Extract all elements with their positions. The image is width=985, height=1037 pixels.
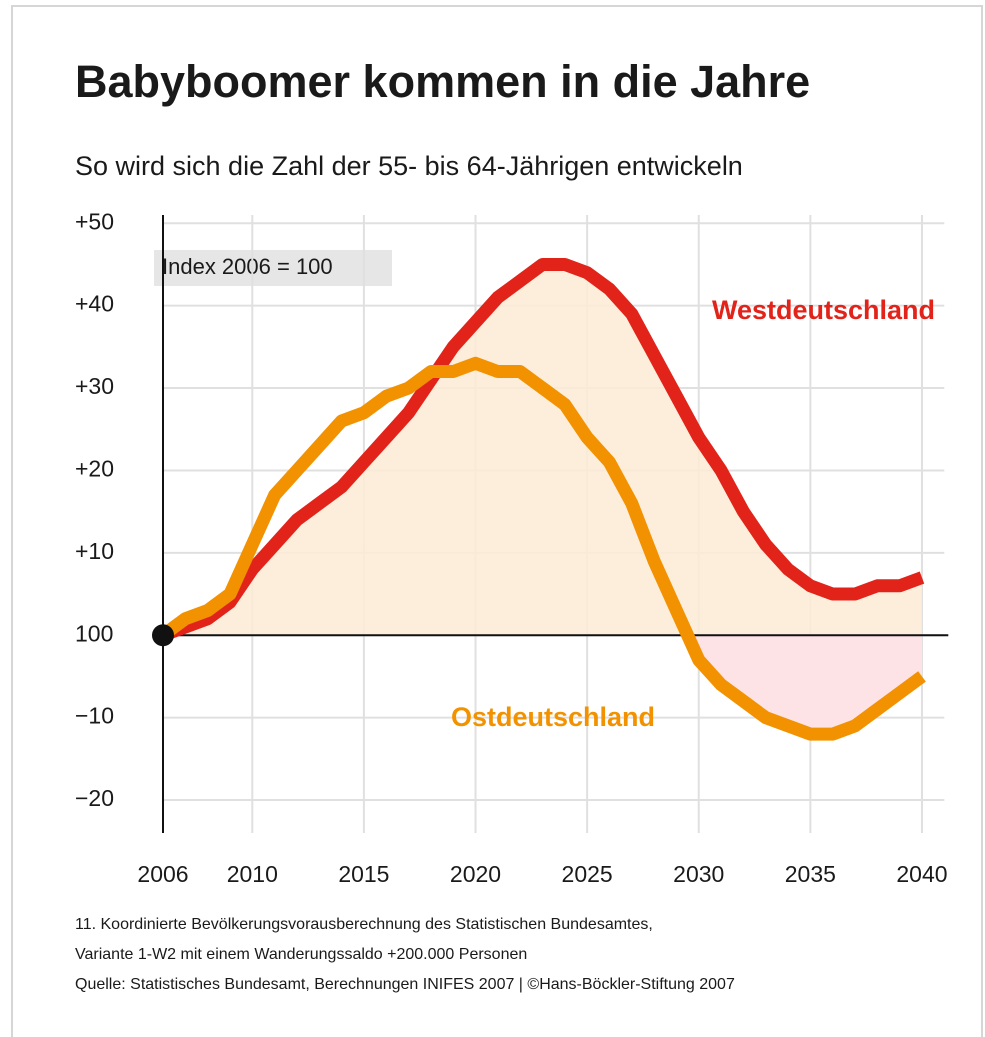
footnote: Variante 1-W2 mit einem Wanderungssaldo … <box>75 946 527 963</box>
x-tick-label: 2006 <box>137 861 188 887</box>
y-tick-label: +20 <box>75 456 114 482</box>
y-tick-label: +10 <box>75 538 114 564</box>
y-tick-label: +30 <box>75 373 114 399</box>
frame <box>11 5 983 1037</box>
x-tick-label: 2010 <box>227 861 278 887</box>
y-tick-label: +50 <box>75 208 114 234</box>
legend-label: Ostdeutschland <box>451 702 655 732</box>
footnote: 11. Koordinierte Bevölkerungsvorausberec… <box>75 916 653 933</box>
x-tick-label: 2025 <box>562 861 613 887</box>
annotation-box <box>154 250 392 286</box>
y-tick-label: −20 <box>75 785 114 811</box>
annotation: Index 2006 = 100 <box>162 254 333 279</box>
x-tick-label: 2035 <box>785 861 836 887</box>
legend-label: Westdeutschland <box>712 295 935 325</box>
chart-title: Babyboomer kommen in die Jahre <box>75 56 810 107</box>
x-tick-label: 2040 <box>896 861 947 887</box>
y-tick-label: 100 <box>75 620 113 646</box>
x-tick-label: 2020 <box>450 861 501 887</box>
origin-dot <box>152 624 174 647</box>
y-tick-label: −10 <box>75 703 114 729</box>
chart-subtitle: So wird sich die Zahl der 55- bis 64-Jäh… <box>75 151 743 181</box>
area <box>163 635 922 735</box>
line <box>159 356 926 741</box>
line <box>160 257 925 642</box>
area <box>163 264 922 636</box>
y-tick-label: +40 <box>75 291 114 317</box>
x-tick-label: 2015 <box>338 861 389 887</box>
footnote: Quelle: Statistisches Bundesamt, Berechn… <box>75 976 735 993</box>
x-tick-label: 2030 <box>673 861 724 887</box>
